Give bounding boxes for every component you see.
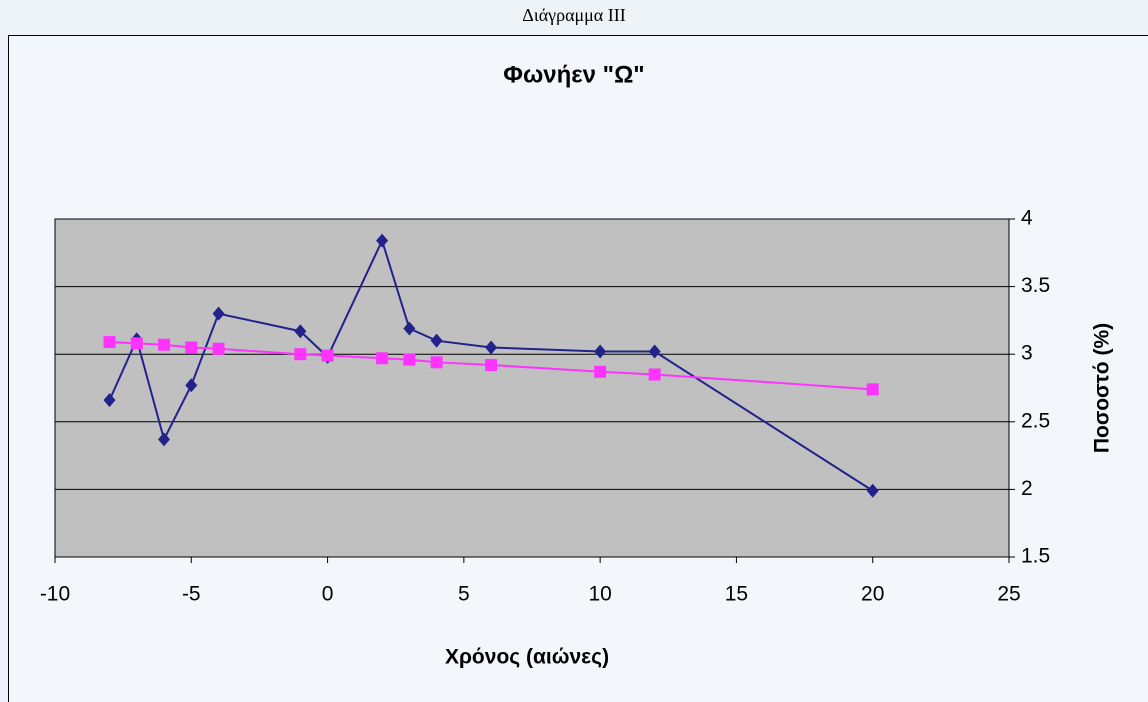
- point: [485, 359, 498, 372]
- point: [103, 393, 116, 408]
- point: [594, 365, 607, 378]
- point: [866, 483, 879, 498]
- point: [130, 337, 143, 350]
- x-tick-label: 25: [997, 583, 1020, 606]
- x-tick-label: 10: [588, 583, 611, 606]
- y-axis-title: Ποσοστό (%): [1091, 323, 1114, 453]
- point: [485, 340, 498, 355]
- point: [866, 383, 879, 396]
- point: [430, 333, 443, 348]
- point: [376, 352, 389, 365]
- point: [403, 353, 416, 366]
- y-tick-label: 1.5: [1021, 545, 1050, 568]
- y-tick-label: 2.5: [1021, 409, 1050, 432]
- point: [403, 321, 416, 336]
- point: [185, 341, 198, 354]
- series-line: [108, 237, 874, 492]
- point: [648, 344, 661, 359]
- x-tick-label: 5: [458, 583, 470, 606]
- point: [321, 349, 334, 362]
- point: [158, 432, 171, 447]
- point: [294, 324, 307, 339]
- x-tick-label: -10: [40, 583, 70, 606]
- x-tick-label: 20: [861, 583, 884, 606]
- point: [294, 348, 307, 361]
- x-axis-title: Χρόνος (αιώνες): [445, 646, 609, 669]
- point: [212, 306, 225, 321]
- x-tick-label: 0: [322, 583, 334, 606]
- x-tick-label: 15: [725, 583, 748, 606]
- point: [185, 378, 198, 393]
- point: [376, 233, 389, 248]
- point: [212, 342, 225, 355]
- point: [648, 368, 661, 381]
- y-tick-label: 2: [1021, 477, 1033, 500]
- y-tick-label: 3.5: [1021, 274, 1050, 297]
- x-tick-label: -5: [182, 583, 201, 606]
- caption: Διάγραμμα ΙΙΙ: [522, 5, 625, 25]
- chart-title: Φωνήεν "Ω": [503, 61, 644, 88]
- point: [158, 338, 171, 351]
- caption-band: [0, 0, 1148, 34]
- y-tick-label: 3: [1021, 342, 1033, 365]
- point: [430, 356, 443, 369]
- point: [103, 336, 116, 349]
- y-tick-label: 4: [1021, 207, 1033, 230]
- point: [594, 344, 607, 359]
